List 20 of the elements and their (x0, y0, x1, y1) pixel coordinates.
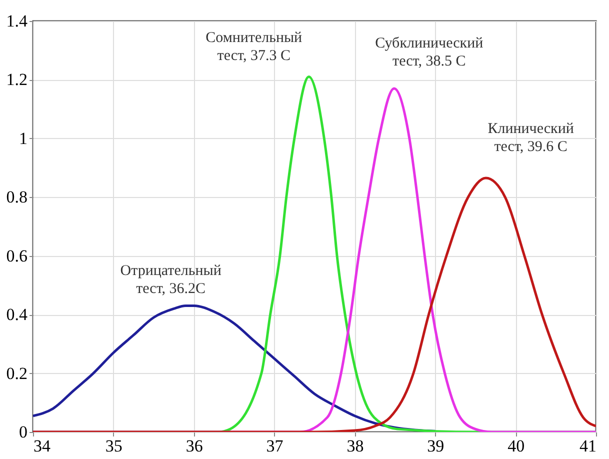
x-tick-label: 37 (266, 436, 284, 456)
y-tick-label: 0 (19, 422, 28, 442)
y-tick-label: 1.4 (6, 12, 28, 30)
y-tick-label: 0.8 (6, 188, 28, 207)
x-tick-label: 38 (346, 436, 364, 456)
y-tick-label: 1.2 (6, 70, 28, 90)
x-tick-label: 34 (34, 436, 51, 456)
x-tick-label: 40 (508, 436, 525, 456)
x-tick-label: 41 (580, 436, 596, 456)
series-label: Сомнительный тест, 37.3 С (206, 30, 302, 64)
x-tick-label: 36 (186, 436, 203, 456)
y-tick-label: 0.4 (6, 305, 28, 324)
x-tick-label: 35 (105, 436, 122, 456)
y-tick-label: 0.2 (6, 364, 28, 383)
x-tick-label: 39 (427, 436, 444, 456)
y-tick-label: 1 (19, 128, 28, 148)
series-label: Клинический тест, 39.6 С (488, 121, 574, 156)
series-label: Отрицательный тест, 36.2C (120, 262, 222, 297)
series-label: Субклинический тест, 38.5 С (375, 36, 484, 70)
y-tick-label: 0.6 (6, 246, 28, 266)
